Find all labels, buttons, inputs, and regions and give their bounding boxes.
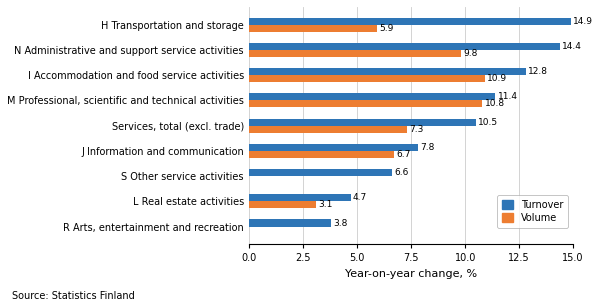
Bar bbox=[250, 50, 461, 57]
Text: 6.6: 6.6 bbox=[394, 168, 409, 177]
Text: 4.7: 4.7 bbox=[353, 193, 367, 202]
Text: 7.3: 7.3 bbox=[409, 125, 424, 134]
Text: Source: Statistics Finland: Source: Statistics Finland bbox=[12, 291, 135, 301]
Text: 14.4: 14.4 bbox=[562, 42, 582, 51]
Text: 7.8: 7.8 bbox=[420, 143, 434, 152]
X-axis label: Year-on-year change, %: Year-on-year change, % bbox=[345, 269, 477, 279]
Bar bbox=[250, 119, 476, 126]
Bar bbox=[250, 25, 377, 32]
Bar bbox=[250, 75, 485, 82]
Bar bbox=[250, 151, 394, 158]
Bar bbox=[250, 68, 526, 75]
Bar bbox=[250, 93, 496, 100]
Bar bbox=[250, 169, 392, 176]
Text: 6.7: 6.7 bbox=[396, 150, 410, 159]
Text: 12.8: 12.8 bbox=[528, 67, 548, 76]
Legend: Turnover, Volume: Turnover, Volume bbox=[497, 195, 568, 227]
Text: 10.9: 10.9 bbox=[487, 74, 507, 83]
Text: 14.9: 14.9 bbox=[573, 17, 593, 26]
Text: 10.8: 10.8 bbox=[485, 99, 505, 109]
Text: 9.8: 9.8 bbox=[463, 49, 478, 58]
Bar bbox=[250, 43, 560, 50]
Bar bbox=[250, 18, 571, 25]
Bar bbox=[250, 126, 407, 133]
Bar bbox=[250, 144, 418, 151]
Text: 5.9: 5.9 bbox=[379, 24, 393, 33]
Bar bbox=[250, 194, 351, 201]
Text: 10.5: 10.5 bbox=[478, 118, 498, 126]
Text: 11.4: 11.4 bbox=[497, 92, 518, 101]
Bar bbox=[250, 219, 331, 226]
Bar bbox=[250, 201, 316, 208]
Text: 3.1: 3.1 bbox=[319, 200, 333, 209]
Bar bbox=[250, 100, 482, 107]
Text: 3.8: 3.8 bbox=[334, 219, 348, 227]
